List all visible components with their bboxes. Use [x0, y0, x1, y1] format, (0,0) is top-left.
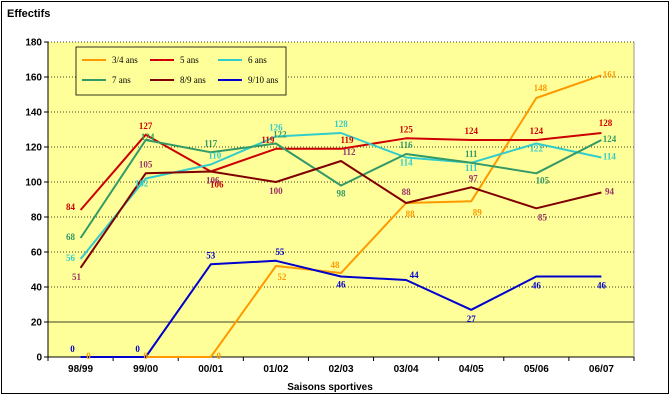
x-tick-label: 99/00 [133, 364, 158, 375]
series-line-7-ans [79, 139, 602, 239]
data-label: 114 [400, 158, 414, 168]
data-label: 111 [465, 149, 478, 159]
data-label: 122 [273, 130, 287, 140]
legend-label: 8/9 ans [180, 75, 206, 85]
data-label: 84 [66, 202, 76, 212]
y-tick-label: 160 [25, 73, 42, 84]
data-label: 0 [135, 344, 140, 354]
data-label: 105 [139, 159, 153, 169]
x-axis-title: Saisons sportives [287, 382, 373, 393]
data-label: 106 [206, 176, 220, 186]
data-label: 27 [467, 314, 477, 324]
series-line-9-10-ans [80, 259, 602, 358]
series-line-5-ans [79, 132, 602, 211]
data-label: 53 [206, 250, 216, 260]
data-label: 88 [406, 209, 416, 219]
data-label: 88 [402, 187, 412, 197]
x-tick-label: 98/99 [68, 364, 93, 375]
x-tick-label: 01/02 [263, 364, 288, 375]
legend-label: 6 ans [248, 55, 267, 65]
data-label: 119 [340, 135, 354, 145]
data-label: 124 [464, 126, 478, 136]
legend-label: 7 ans [112, 75, 131, 85]
data-label: 51 [72, 272, 82, 282]
data-label: 97 [469, 173, 479, 183]
series-line-3-4-ans [80, 74, 602, 358]
x-tick-label: 05/06 [524, 364, 549, 375]
data-label: 112 [342, 147, 356, 157]
y-tick-label: 140 [25, 108, 42, 119]
data-label: 125 [399, 124, 413, 134]
x-tick-label: 03/04 [394, 364, 419, 375]
legend-label: 5 ans [180, 55, 199, 65]
data-label: 100 [269, 186, 283, 196]
data-label: 0 [143, 351, 148, 361]
y-tick-label: 20 [31, 318, 43, 329]
y-tick-label: 100 [25, 178, 42, 189]
data-label: 46 [597, 281, 607, 291]
data-label: 161 [603, 69, 617, 79]
y-tick-label: 80 [31, 213, 43, 224]
data-label: 85 [538, 212, 548, 222]
data-label: 124 [141, 132, 155, 142]
data-label: 98 [337, 189, 347, 199]
data-label: 0 [86, 351, 91, 361]
data-label: 0 [70, 344, 75, 354]
data-label: 68 [66, 232, 76, 242]
x-tick-label: 06/07 [589, 364, 614, 375]
data-label: 111 [465, 163, 478, 173]
legend-label: 9/10 ans [248, 75, 279, 85]
y-tick-label: 60 [31, 248, 43, 259]
y-tick-label: 40 [31, 283, 43, 294]
legend-label: 3/4 ans [112, 55, 138, 65]
data-label: 127 [139, 121, 153, 131]
data-label: 105 [536, 175, 550, 185]
data-label: 124 [530, 126, 544, 136]
x-tick-label: 02/03 [328, 364, 353, 375]
tick-labels: 0 20 40 60 80 100 120 140 160 180 98/99 99/00 00/01 0… [25, 38, 614, 376]
data-label: 119 [261, 135, 275, 145]
data-label: 56 [66, 253, 76, 263]
data-label: 116 [400, 140, 414, 150]
data-label: 46 [532, 281, 542, 291]
data-label: 124 [603, 134, 617, 144]
data-label: 52 [277, 272, 287, 282]
data-label: 106 [210, 180, 224, 190]
data-label: 102 [135, 179, 149, 189]
y-tick-label: 180 [25, 38, 42, 49]
data-label: 126 [269, 123, 283, 133]
data-label: 46 [337, 280, 347, 290]
data-label: 128 [334, 119, 348, 129]
series-line-8-9-ans [79, 160, 602, 269]
data-label: 55 [275, 247, 285, 257]
legend-box [75, 46, 287, 96]
y-tick-label: 0 [36, 353, 42, 364]
series-line-6-ans [79, 132, 602, 260]
x-tick-label: 00/01 [198, 364, 223, 375]
legend: 3/4 ans 5 ans 6 ans 7 ans 8/9 ans 9/10 ans [75, 46, 287, 96]
data-label: 117 [204, 138, 218, 148]
data-label: 44 [410, 270, 420, 280]
chart-title: Effectifs [7, 8, 50, 20]
data-label: 110 [208, 151, 222, 161]
data-label: 148 [534, 83, 548, 93]
data-label: 122 [530, 144, 544, 154]
y-tick-label: 120 [25, 143, 42, 154]
x-tick-label: 04/05 [459, 364, 484, 375]
data-label: 94 [605, 187, 615, 197]
data-label: 48 [331, 260, 341, 270]
data-label: 0 [217, 351, 222, 361]
data-label: 128 [599, 118, 613, 128]
data-label: 89 [473, 207, 483, 217]
gridlines [48, 41, 634, 323]
data-label: 114 [603, 152, 617, 162]
series-lines [79, 74, 602, 358]
